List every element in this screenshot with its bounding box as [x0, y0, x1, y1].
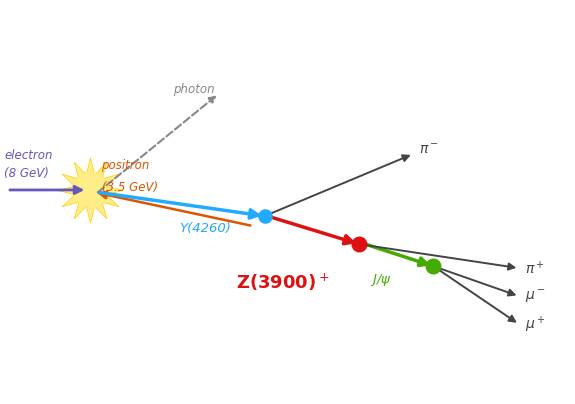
Text: $\mu^+$: $\mu^+$ — [525, 314, 546, 335]
Point — [260, 213, 269, 219]
Text: (8 GeV): (8 GeV) — [4, 167, 49, 181]
Text: Y(4260): Y(4260) — [179, 221, 231, 235]
Text: $\pi^+$: $\pi^+$ — [525, 259, 545, 277]
Text: electron: electron — [4, 149, 53, 162]
Text: $\pi^-$: $\pi^-$ — [419, 143, 439, 157]
Text: J/$\psi$: J/$\psi$ — [370, 272, 392, 288]
Text: Z(3900)$^+$: Z(3900)$^+$ — [236, 271, 329, 293]
Text: positron: positron — [102, 160, 150, 173]
Text: (3.5 GeV): (3.5 GeV) — [102, 181, 158, 194]
Point — [429, 263, 438, 269]
Point — [86, 187, 95, 193]
Point — [354, 241, 363, 247]
Text: photon: photon — [173, 83, 214, 96]
Point — [86, 187, 95, 193]
Text: $\mu^-$: $\mu^-$ — [525, 288, 546, 305]
